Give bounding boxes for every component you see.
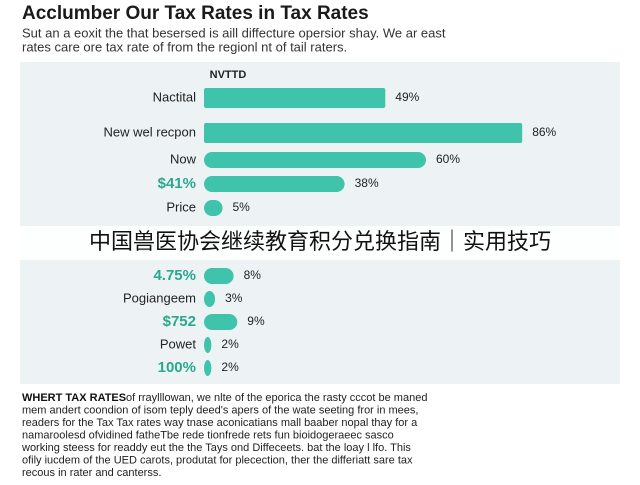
bar [204, 360, 212, 376]
bar [204, 337, 212, 353]
category-label: Powet [160, 336, 197, 351]
category-label: 4.75% [153, 267, 196, 284]
bar [204, 200, 223, 216]
chart-panel [20, 62, 620, 384]
footer-line: readers for the Tax Tax rates way tnase … [22, 417, 418, 429]
value-label: 86% [532, 125, 556, 139]
footer-line: working steess for readdy eut the the Ta… [21, 442, 411, 454]
overlay-band [0, 226, 640, 260]
footer-line: mem andert coondion of isom teply deed's… [22, 404, 418, 416]
value-label: 5% [233, 200, 251, 214]
overlay-text: 中国兽医协会继续教育积分兑换指南｜实用技巧 [89, 229, 551, 254]
bar [204, 268, 234, 284]
footer-lead: WHERT TAX RATES [22, 392, 126, 404]
value-label: 3% [225, 291, 243, 305]
chart-title: Acclumber Our Tax Rates in Tax Rates [22, 3, 369, 24]
bar [204, 123, 523, 143]
bar [204, 291, 216, 307]
category-label: $752 [163, 313, 196, 330]
value-label: 38% [355, 176, 379, 190]
value-label: 8% [244, 268, 262, 282]
category-label: Now [170, 151, 197, 166]
bar [204, 152, 426, 168]
category-label: Price [166, 199, 196, 214]
category-label: New wel recpon [104, 124, 197, 139]
value-label: 2% [221, 360, 239, 374]
footer-line: namaroolesd ofvidined fatheTbe rede tion… [22, 429, 394, 441]
subtitle: rates care ore tax rate of from the regi… [22, 39, 347, 54]
subtitle: Sut an a eoxit the that besersed is aill… [22, 25, 446, 40]
value-label: 9% [247, 314, 265, 328]
footer-line: ofily iucdem of the UED carots, produtat… [22, 454, 413, 466]
footer-line: of rraylllowan, we nlte of the eporica t… [126, 392, 427, 404]
bar [204, 314, 238, 330]
value-label: 49% [395, 90, 419, 104]
column-header: NVTTD [210, 69, 247, 81]
category-label: Pogiangeem [123, 290, 196, 305]
value-label: 2% [221, 337, 239, 351]
footer-line: recous in rater and canterss. [22, 467, 161, 479]
category-label: $41% [158, 175, 196, 192]
bar [204, 176, 345, 192]
value-label: 60% [436, 152, 460, 166]
category-label: Nactital [153, 89, 196, 104]
bar [204, 88, 386, 108]
category-label: 100% [158, 359, 196, 376]
